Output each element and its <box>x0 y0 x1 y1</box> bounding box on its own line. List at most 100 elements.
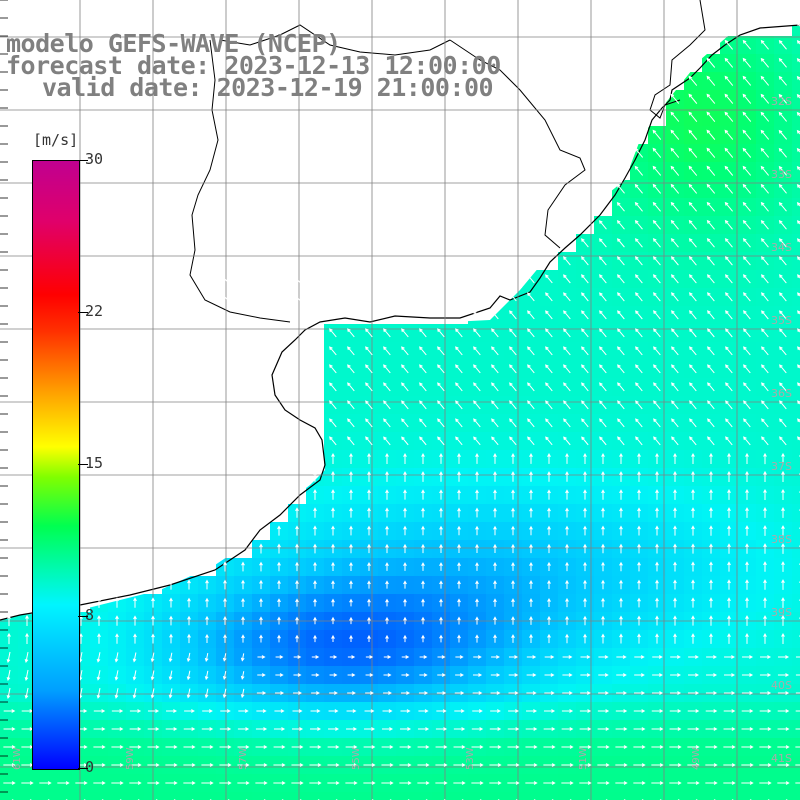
wind-arrow <box>511 598 515 607</box>
wind-arrow <box>475 616 479 625</box>
wind-arrow <box>707 328 715 338</box>
wind-cell <box>792 288 800 306</box>
wind-arrow <box>706 256 715 266</box>
wind-arrow <box>707 436 715 446</box>
wind-arrow <box>761 292 769 302</box>
wind-arrow <box>691 452 695 465</box>
wind-arrow <box>491 655 500 659</box>
wind-arrow <box>727 489 731 500</box>
wind-arrow <box>490 709 501 713</box>
wind-arrow <box>760 238 769 248</box>
wind-arrow <box>706 111 716 122</box>
wind-arrow <box>385 525 389 536</box>
wind-arrow <box>3 763 16 767</box>
wind-arrow <box>652 129 662 140</box>
wind-arrow <box>295 616 299 625</box>
wind-arrow <box>655 633 659 644</box>
wind-arrow <box>97 633 101 644</box>
wind-arrow <box>437 418 445 428</box>
wind-cell <box>216 792 234 800</box>
wind-arrow <box>709 543 713 554</box>
wind-arrow <box>219 763 232 767</box>
wind-arrow <box>763 488 767 500</box>
wind-arrow <box>491 346 499 356</box>
title-model: modelo GEFS-WAVE (NCEP) <box>6 29 341 58</box>
wind-arrow <box>709 597 713 608</box>
wind-arrow <box>310 709 321 713</box>
wind-arrow <box>220 291 230 302</box>
wind-arrow <box>741 727 754 731</box>
wind-arrow <box>169 615 173 626</box>
wind-arrow <box>365 436 373 446</box>
wind-arrow <box>491 382 499 392</box>
wind-arrow <box>619 579 623 590</box>
wind-arrow <box>633 709 646 713</box>
wind-arrow <box>93 745 106 749</box>
wind-arrow <box>743 364 751 374</box>
wind-arrow <box>345 763 358 767</box>
wind-arrow <box>365 364 373 374</box>
wind-cell <box>504 792 522 800</box>
wind-arrow <box>779 382 787 392</box>
wind-arrow <box>367 507 371 518</box>
wind-arrow <box>763 525 767 536</box>
wind-arrow <box>778 183 787 194</box>
wind-arrow <box>403 598 407 607</box>
wind-arrow <box>763 597 767 608</box>
wind-cell <box>54 792 72 800</box>
wind-arrow <box>619 633 623 644</box>
wind-arrow <box>331 507 335 518</box>
wind-arrow <box>417 781 430 785</box>
wind-cell <box>522 792 540 800</box>
wind-arrow <box>183 781 196 785</box>
wind-arrow <box>688 292 697 302</box>
wind-arrow <box>187 633 191 644</box>
wind-arrow <box>401 673 410 677</box>
colorbar-tick-label: 30 <box>85 150 104 168</box>
latitude-label: 41S <box>771 752 792 765</box>
wind-arrow <box>313 580 317 589</box>
wind-arrow <box>201 781 214 785</box>
wind-arrow <box>365 400 373 410</box>
wind-arrow <box>525 745 538 749</box>
wind-arrow <box>670 129 680 140</box>
wind-arrow <box>579 781 592 785</box>
wind-arrow <box>437 364 445 374</box>
wind-arrow <box>634 256 643 266</box>
wind-arrow <box>383 382 391 392</box>
wind-arrow <box>329 655 338 659</box>
wind-arrow <box>275 673 284 677</box>
colorbar-tick-mark <box>78 768 88 769</box>
wind-arrow <box>367 634 371 643</box>
wind-arrow <box>363 763 376 767</box>
wind-arrow <box>581 328 589 338</box>
wind-arrow <box>651 745 664 749</box>
wind-arrow <box>24 651 29 663</box>
wind-arrow <box>97 597 101 608</box>
wind-arrow <box>511 543 515 554</box>
wind-arrow <box>778 238 787 248</box>
wind-arrow <box>725 400 733 410</box>
wind-arrow <box>760 165 770 176</box>
wind-arrow <box>688 93 698 104</box>
wind-cell <box>378 792 396 800</box>
wind-arrow <box>691 597 695 608</box>
wind-arrow <box>401 436 409 446</box>
wind-cell <box>792 630 800 648</box>
wind-arrow <box>565 633 569 644</box>
wind-arrow <box>725 364 733 374</box>
wind-arrow <box>795 656 800 658</box>
wind-arrow <box>401 364 409 374</box>
wind-arrow <box>421 634 425 643</box>
wind-arrow <box>475 580 479 589</box>
wind-arrow <box>583 561 587 572</box>
wind-arrow <box>491 364 499 374</box>
wind-arrow <box>743 400 751 410</box>
wind-arrow <box>670 111 680 122</box>
wind-arrow <box>561 727 574 731</box>
wind-arrow <box>327 763 340 767</box>
wind-arrow <box>223 634 227 643</box>
wind-arrow <box>671 346 679 356</box>
wind-arrow <box>653 346 661 356</box>
